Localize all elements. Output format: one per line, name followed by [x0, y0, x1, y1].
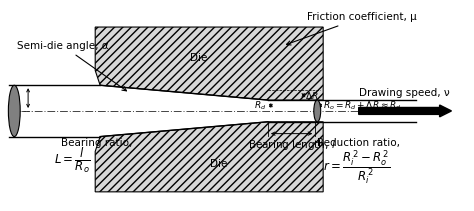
Text: $\Delta R$: $\Delta R$ [305, 90, 319, 101]
Text: $R_d$: $R_d$ [254, 99, 266, 112]
Ellipse shape [9, 85, 20, 137]
Ellipse shape [314, 100, 321, 122]
Text: $R_o = R_d + \Delta R \approx R_d$: $R_o = R_d + \Delta R \approx R_d$ [323, 99, 402, 112]
Text: Bearing length, $l$: Bearing length, $l$ [247, 138, 336, 151]
Text: $R_i$: $R_i$ [8, 91, 19, 105]
Text: Semi-die angle, α: Semi-die angle, α [17, 41, 127, 91]
Polygon shape [95, 27, 323, 100]
Text: Reduction ratio,: Reduction ratio, [317, 138, 400, 147]
Text: Bearing ratio,: Bearing ratio, [61, 138, 132, 147]
Text: Drawing speed, ν: Drawing speed, ν [359, 88, 449, 98]
FancyArrow shape [359, 105, 451, 117]
Text: Die: Die [210, 159, 227, 169]
Polygon shape [95, 122, 323, 192]
Text: Friction coefficient, μ: Friction coefficient, μ [286, 12, 417, 45]
Text: $r = \dfrac{R_i^{\,2} - R_o^{\,2}}{R_i^{\,2}}$: $r = \dfrac{R_i^{\,2} - R_o^{\,2}}{R_i^{… [323, 149, 391, 188]
Text: $L = \dfrac{l}{R_o}$: $L = \dfrac{l}{R_o}$ [54, 146, 91, 175]
Text: Die: Die [190, 53, 208, 63]
